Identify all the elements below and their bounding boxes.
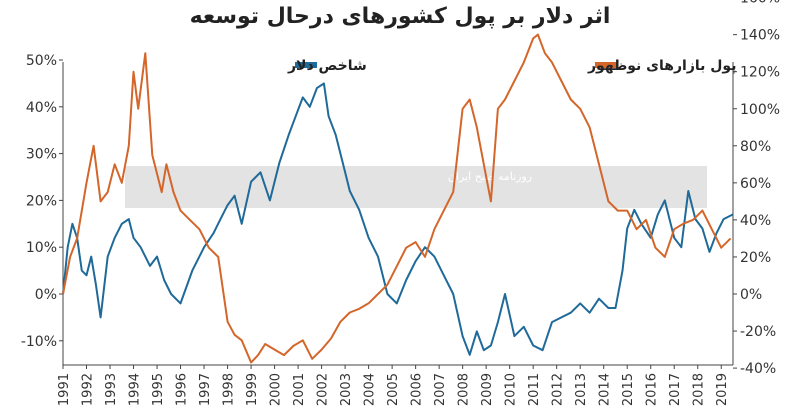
- right-tick-label: -40%: [740, 361, 776, 377]
- x-tick-label: 2018: [692, 373, 707, 406]
- x-tick-label: 1994: [128, 373, 143, 406]
- x-tick-label: 2007: [433, 373, 448, 406]
- left-tick-label: 50%: [26, 53, 57, 69]
- watermark-band: [125, 166, 707, 208]
- legend-label-dollar-index: شاخص دلار: [287, 58, 367, 74]
- left-tick-label: 20%: [26, 193, 57, 209]
- chart-title: اثر دلار بر پول کشورهای درحال توسعه: [189, 4, 611, 29]
- left-tick-label: 0%: [35, 287, 57, 303]
- right-tick-label: 0%: [740, 287, 762, 303]
- x-tick-label: 2004: [363, 373, 378, 406]
- x-tick-label: 1992: [81, 373, 96, 406]
- right-tick-label: 80%: [740, 139, 771, 155]
- x-tick-label: 2013: [574, 373, 589, 406]
- x-tick-label: 1998: [222, 373, 237, 406]
- legend-swatch-dollar-index: [295, 62, 317, 68]
- x-tick-label: 2016: [645, 373, 660, 406]
- x-tick-label: 2015: [621, 373, 636, 406]
- watermark-text: روزنامه صبح ایران: [448, 170, 532, 183]
- x-tick-label: 2002: [316, 373, 331, 406]
- series-line-dollar-index: [62, 82, 734, 356]
- x-tick-label: 2012: [551, 373, 566, 406]
- right-tick-label: 120%: [740, 65, 780, 81]
- x-tick-label: 2009: [480, 373, 495, 406]
- x-tick-label: 2010: [504, 373, 519, 406]
- x-tick-label: 2001: [292, 373, 307, 406]
- x-tick-label: 1995: [151, 373, 166, 406]
- right-tick-label: 40%: [740, 213, 771, 229]
- x-tick-label: 2005: [386, 373, 401, 406]
- series-line-em-currency: [62, 33, 732, 364]
- left-tick-label: -10%: [21, 334, 57, 350]
- x-tick-label: 1991: [57, 373, 72, 406]
- right-tick-label: 140%: [740, 28, 780, 44]
- x-tick-label: 2006: [410, 373, 425, 406]
- x-tick-label: 2011: [527, 373, 542, 406]
- right-tick-label: -20%: [740, 324, 776, 340]
- right-tick-label: 100%: [740, 102, 780, 118]
- legend-swatch-em-currency: [595, 62, 617, 68]
- x-tick-label: 2019: [715, 373, 730, 406]
- legend-label-em-currency: پول بازارهای نوظهور: [587, 58, 736, 74]
- x-tick-label: 1996: [175, 373, 190, 406]
- x-tick-label: 2017: [668, 373, 683, 406]
- x-tick-label: 2008: [457, 373, 472, 406]
- left-tick-label: 40%: [26, 100, 57, 116]
- x-tick-label: 2000: [269, 373, 284, 406]
- x-tick-label: 1993: [104, 373, 119, 406]
- right-tick-label: 20%: [740, 250, 771, 266]
- x-tick-label: 1999: [245, 373, 260, 406]
- left-tick-label: 10%: [26, 240, 57, 256]
- x-tick-label: 2014: [598, 373, 613, 406]
- x-tick-label: 2003: [339, 373, 354, 406]
- left-tick-label: 30%: [26, 147, 57, 163]
- x-tick-label: 1997: [198, 373, 213, 406]
- right-tick-label: 60%: [740, 176, 771, 192]
- right-tick-label: 160%: [740, 0, 780, 7]
